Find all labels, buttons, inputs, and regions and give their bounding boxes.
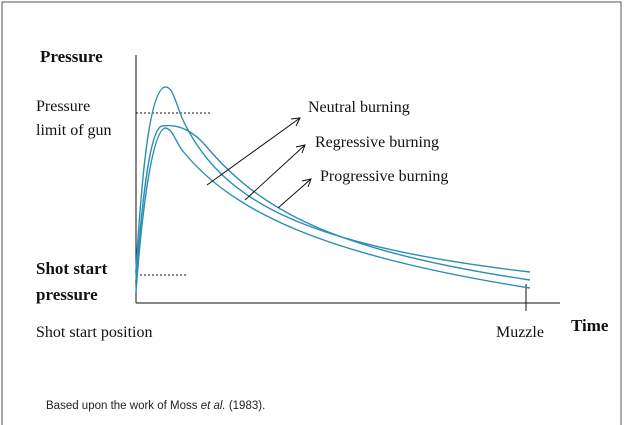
curve-label: Regressive burning <box>315 134 439 151</box>
curve-label: Neutral burning <box>308 99 410 116</box>
footnote-text: (1983). <box>226 400 266 412</box>
muzzle-label: Muzzle <box>496 324 544 341</box>
arrow <box>277 178 312 209</box>
x-axis-label: Time <box>571 316 609 335</box>
shot-start-position-label: Shot start position <box>36 324 152 341</box>
arrow <box>244 144 306 201</box>
curve <box>135 127 531 293</box>
curve <box>135 124 531 281</box>
y-axis-label: Pressure <box>40 47 103 66</box>
footnote-text: Based upon the work of Moss <box>46 400 201 412</box>
arrow <box>206 117 301 186</box>
pressure-limit-label: limit of gun <box>36 122 112 139</box>
shot-start-pressure-label: pressure <box>36 285 98 304</box>
curve-label: Progressive burning <box>320 168 448 185</box>
pressure-limit-label: Pressure <box>36 98 90 115</box>
footnote: Based upon the work of Moss et al. (1983… <box>46 400 265 412</box>
shot-start-pressure-label: Shot start <box>36 259 108 278</box>
footnote-italic: et al. <box>201 400 226 412</box>
